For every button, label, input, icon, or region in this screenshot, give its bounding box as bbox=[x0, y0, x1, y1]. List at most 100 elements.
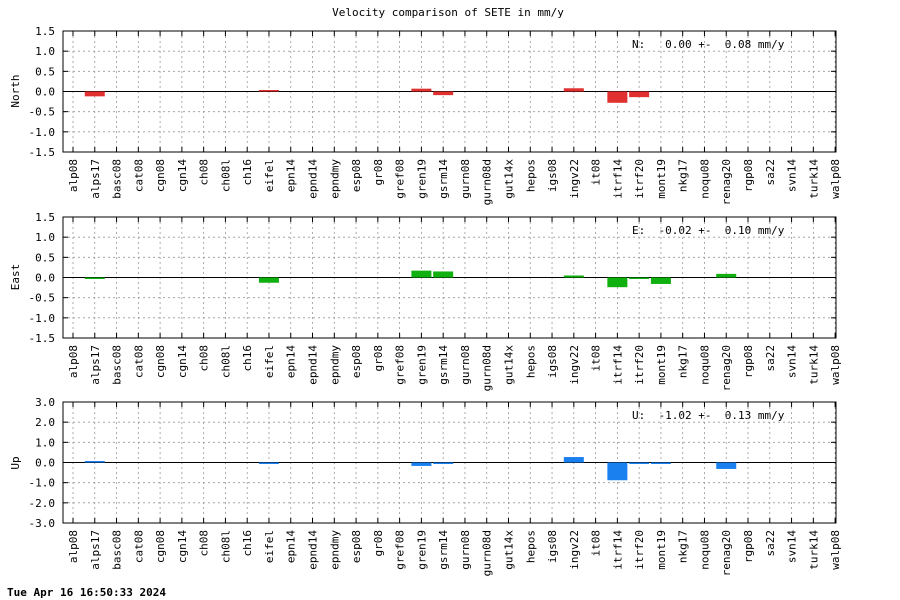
east-bar-renag20 bbox=[716, 273, 737, 278]
north-x-tick-label: svn14 bbox=[786, 159, 799, 192]
up-x-tick-label: alp08 bbox=[67, 530, 80, 563]
up-bar-eifel bbox=[258, 462, 279, 464]
east-x-tick-label: mont19 bbox=[655, 345, 668, 385]
north-x-tick-label: turk14 bbox=[807, 159, 820, 199]
east-x-tick-label: noqu08 bbox=[698, 345, 711, 385]
east-x-tick-label: cgn14 bbox=[176, 345, 189, 378]
east-x-tick-label: ingv22 bbox=[568, 345, 581, 385]
up-x-tick-label: epnd14 bbox=[307, 530, 320, 570]
north-y-tick-label: 0.0 bbox=[35, 86, 55, 99]
up-x-tick-label: gren19 bbox=[415, 530, 428, 570]
up-y-tick-label: -3.0 bbox=[29, 517, 56, 530]
east-x-tick-label: it08 bbox=[590, 345, 603, 372]
north-x-tick-label: basc08 bbox=[111, 159, 124, 199]
east-x-tick-label: hepos bbox=[524, 345, 537, 378]
north-y-tick-label: 0.5 bbox=[35, 65, 55, 78]
up-x-tick-label: sa22 bbox=[764, 530, 777, 557]
up-x-tick-label: cat08 bbox=[132, 530, 145, 563]
up-y-tick-label: 2.0 bbox=[35, 416, 55, 429]
north-x-tick-label: it08 bbox=[590, 159, 603, 186]
east-y-tick-label: -1.5 bbox=[29, 332, 56, 345]
east-x-tick-label: gurn08d bbox=[481, 345, 494, 391]
up-x-tick-label: eifel bbox=[263, 530, 276, 563]
up-x-tick-label: ch08l bbox=[219, 530, 232, 563]
up-x-tick-label: it08 bbox=[590, 530, 603, 557]
east-x-tick-label: gren19 bbox=[415, 345, 428, 385]
east-x-tick-label: epnd14 bbox=[307, 345, 320, 385]
up-x-tick-label: gut14x bbox=[502, 530, 515, 570]
north-x-tick-label: gurn08d bbox=[481, 159, 494, 205]
east-x-tick-label: ch16 bbox=[241, 345, 254, 372]
east-bar-alps17 bbox=[84, 277, 105, 279]
up-x-tick-label: gr08 bbox=[372, 530, 385, 557]
north-x-tick-label: mont19 bbox=[655, 159, 668, 199]
north-x-tick-label: igs08 bbox=[546, 159, 559, 192]
up-x-tick-label: walp08 bbox=[829, 530, 842, 570]
north-bar-itrf14 bbox=[607, 91, 628, 103]
north-x-tick-label: gsrm14 bbox=[437, 159, 450, 199]
up-x-tick-label: cgn14 bbox=[176, 530, 189, 563]
east-bar-itrf20 bbox=[629, 277, 650, 279]
up-annotation: U: -1.02 +- 0.13 mm/y bbox=[632, 409, 785, 422]
east-x-tick-label: esp08 bbox=[350, 345, 363, 378]
north-panel: North N: 0.00 +- 0.08 mm/y 1.5 1.0 0.5 0.0 -… bbox=[9, 25, 842, 205]
up-y-tick-label: 0.0 bbox=[35, 457, 55, 470]
north-x-tick-label: gurn08 bbox=[459, 159, 472, 199]
east-x-tick-label: gsrm14 bbox=[437, 345, 450, 385]
north-x-tick-label: alp08 bbox=[67, 159, 80, 192]
north-bar-itrf20 bbox=[629, 91, 650, 98]
up-bar-itrf20 bbox=[629, 462, 650, 464]
north-y-axis-label: North bbox=[9, 74, 22, 107]
east-annotation: E: -0.02 +- 0.10 mm/y bbox=[632, 224, 785, 237]
north-x-tick-label: ch08l bbox=[219, 159, 232, 192]
north-x-tick-label: itrf14 bbox=[611, 159, 624, 199]
up-x-tick-label: hepos bbox=[524, 530, 537, 563]
north-y-tick-label: 1.5 bbox=[35, 25, 55, 38]
north-x-tick-label: gr08 bbox=[372, 159, 385, 186]
up-x-tick-label: svn14 bbox=[786, 530, 799, 563]
north-x-tick-label: cgn08 bbox=[154, 159, 167, 192]
up-x-tick-label: epndmy bbox=[328, 530, 341, 570]
east-x-tick-label: gref08 bbox=[394, 345, 407, 385]
east-x-tick-label: basc08 bbox=[111, 345, 124, 385]
east-x-tick-label: alp08 bbox=[67, 345, 80, 378]
east-y-tick-label: -1.0 bbox=[29, 312, 56, 325]
up-y-tick-label: 1.0 bbox=[35, 436, 55, 449]
up-panel: Up U: -1.02 +- 0.13 mm/y 3.0 2.0 1.0 0.0 -1.… bbox=[9, 396, 842, 576]
east-x-tick-label: ch08l bbox=[219, 345, 232, 378]
north-y-tick-label: -1.5 bbox=[29, 146, 56, 159]
east-x-tick-label: eifel bbox=[263, 345, 276, 378]
east-x-tick-label: cat08 bbox=[132, 345, 145, 378]
east-x-tick-label: turk14 bbox=[807, 345, 820, 385]
north-x-tick-label: ch16 bbox=[241, 159, 254, 186]
east-x-tick-label: ch08 bbox=[198, 345, 211, 372]
up-bar-alps17 bbox=[84, 461, 105, 463]
east-x-tick-label: nkg17 bbox=[677, 345, 690, 378]
north-bar-gren19 bbox=[411, 88, 432, 92]
up-x-tick-label: mont19 bbox=[655, 530, 668, 570]
up-x-tick-label: gsrm14 bbox=[437, 530, 450, 570]
east-x-tick-label: gr08 bbox=[372, 345, 385, 372]
north-y-tick-label: 1.0 bbox=[35, 45, 55, 58]
east-x-tick-label: renag20 bbox=[720, 345, 733, 391]
north-x-tick-label: alps17 bbox=[89, 159, 102, 199]
north-bar-alps17 bbox=[84, 91, 105, 97]
up-bar-gsrm14 bbox=[433, 462, 454, 464]
up-x-tick-label: igs08 bbox=[546, 530, 559, 563]
up-x-tick-label: alps17 bbox=[89, 530, 102, 570]
east-x-tick-label: itrf20 bbox=[633, 345, 646, 385]
east-x-tick-label: gurn08 bbox=[459, 345, 472, 385]
east-bar-ingv22 bbox=[563, 275, 584, 278]
east-x-tick-label: cgn08 bbox=[154, 345, 167, 378]
north-x-tick-label: noqu08 bbox=[698, 159, 711, 199]
north-x-tick-label: hepos bbox=[524, 159, 537, 192]
timestamp: Tue Apr 16 16:50:33 2024 bbox=[7, 586, 166, 599]
north-x-tick-label: cgn14 bbox=[176, 159, 189, 192]
east-bar-eifel bbox=[258, 277, 279, 283]
east-x-tick-label: rgp08 bbox=[742, 345, 755, 378]
up-x-tick-label: gref08 bbox=[394, 530, 407, 570]
north-x-tick-label: epnd14 bbox=[307, 159, 320, 199]
north-x-tick-label: itrf20 bbox=[633, 159, 646, 199]
east-x-tick-label: walp08 bbox=[829, 345, 842, 385]
